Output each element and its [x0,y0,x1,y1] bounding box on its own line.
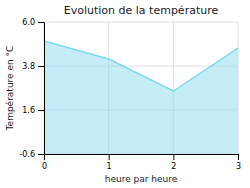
plot: 0 1 2 3 -0.6 1.6 3.8 6.0 [19,18,241,171]
grid-line [44,22,238,23]
tick-label: 6.0 [22,18,35,27]
tick-label: 3.8 [22,62,35,71]
x-axis-title: heure par heure [105,174,178,184]
tick: 3 [236,154,241,171]
tick-label: 1.6 [22,106,35,115]
tick-label: 0 [42,162,47,171]
tick-mark [38,110,44,111]
tick-label: 1 [107,162,112,171]
axis-line [45,155,239,161]
y-axis-title: Température en °C [5,46,15,132]
y-axis: -0.6 1.6 3.8 6.0 [19,18,44,159]
tick: 1.6 [22,106,44,115]
axis-line [38,23,45,155]
tick-mark [38,22,44,23]
tick-mark [38,154,44,155]
tick-label: 3 [236,162,241,171]
marks [44,41,238,154]
grid [44,22,238,154]
tick: 6.0 [22,18,44,27]
line [44,41,238,91]
tick-label: 2 [171,162,176,171]
tick-mark [109,154,110,160]
tick: 0 [42,154,47,171]
tick-label: -0.6 [19,150,35,159]
x-axis: 0 1 2 3 [42,154,241,171]
tick: 1 [107,154,112,171]
chart-container: 0 1 2 3 -0.6 1.6 3.8 6.0 Evolution de la tempéra… [0,0,250,188]
tick: -0.6 [19,150,44,159]
tick-mark [173,154,174,160]
tick-mark [238,154,239,160]
area [44,41,238,154]
title: Evolution de la température [64,4,219,17]
tick: 3.8 [22,62,44,71]
chart-svg: 0 1 2 3 -0.6 1.6 3.8 6.0 Evolution de la tempéra… [0,0,250,188]
tick: 2 [171,154,176,171]
tick-mark [38,66,44,67]
